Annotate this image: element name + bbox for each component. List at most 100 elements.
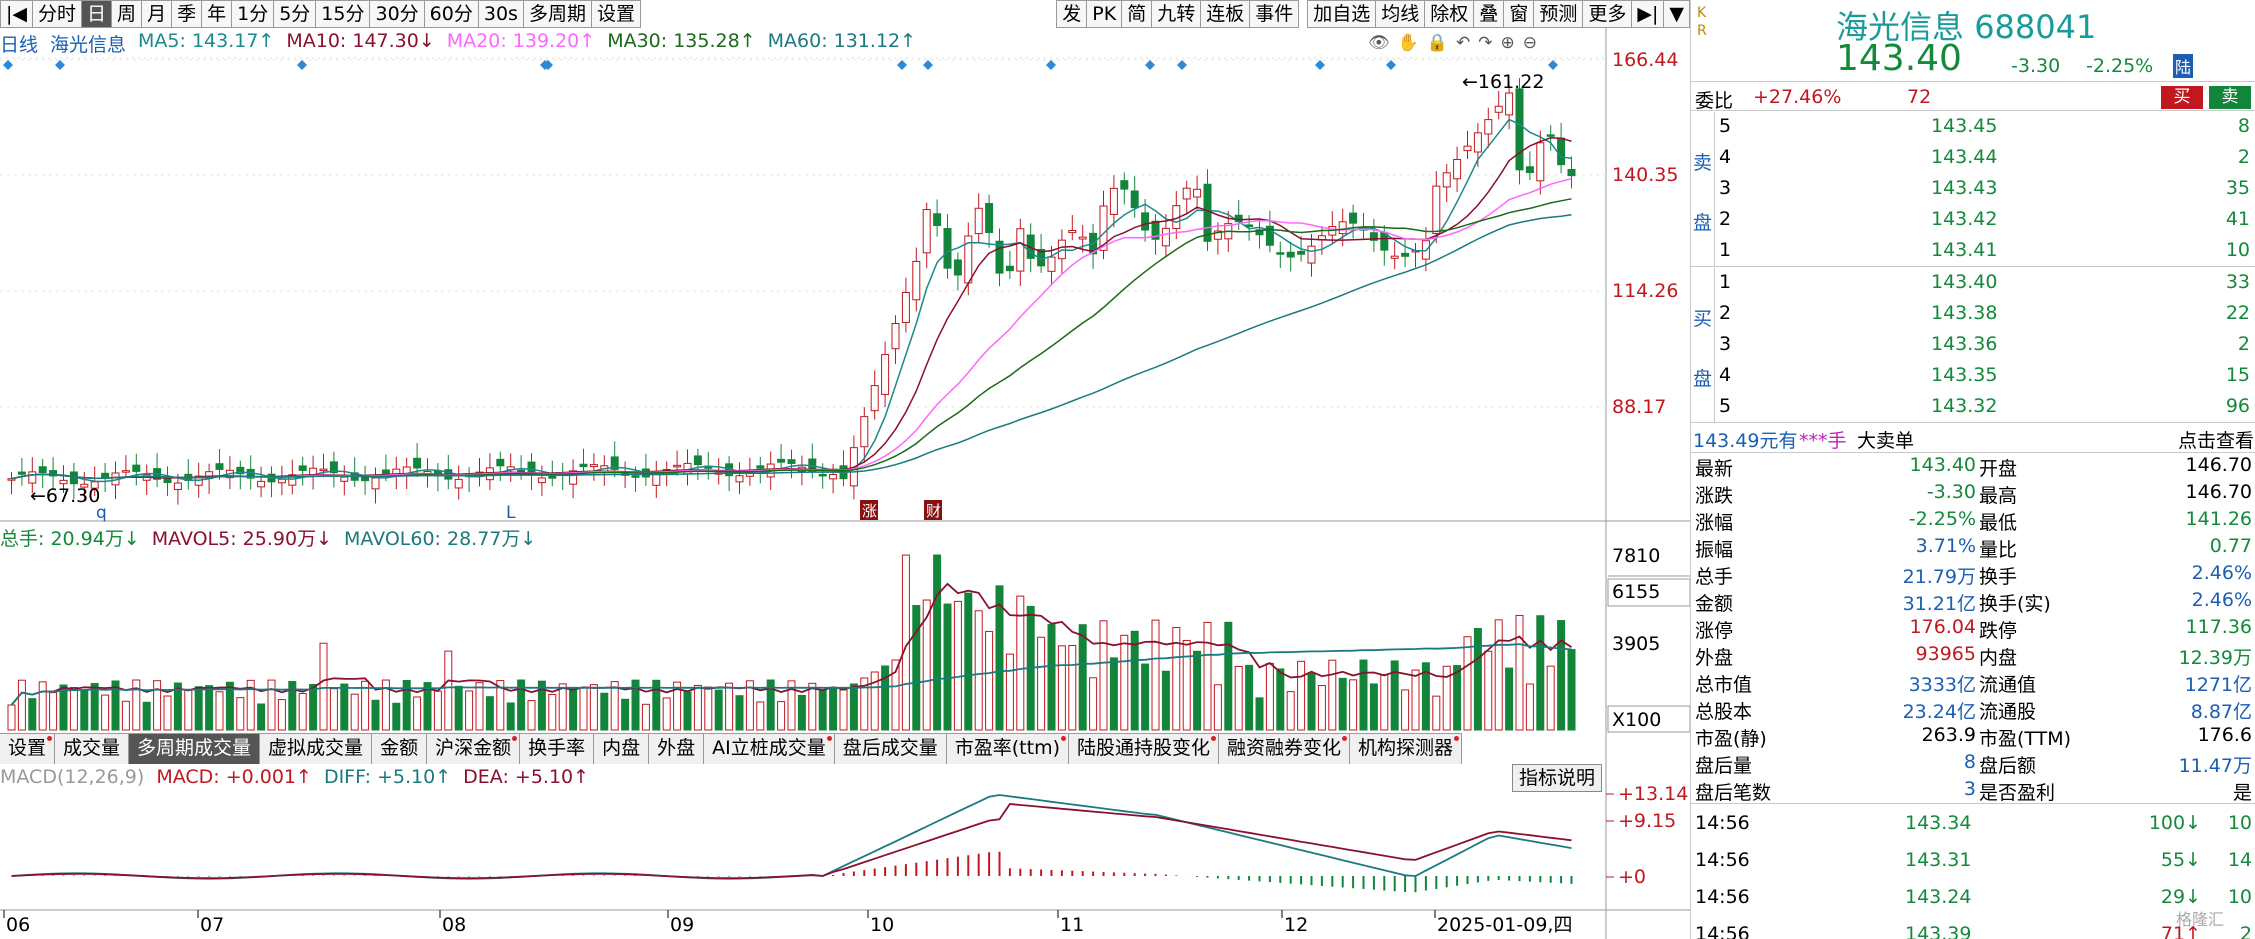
big-order-label: 大卖单 <box>1857 430 1915 452</box>
volume-bar <box>673 681 682 731</box>
tool-button[interactable]: 叠 <box>1474 0 1505 28</box>
candle-body <box>1525 166 1534 174</box>
indicator-tab[interactable]: 虚拟成交量 <box>260 734 373 764</box>
tool-button[interactable]: 均线 <box>1376 0 1426 28</box>
dropdown-icon[interactable]: ▼ <box>1664 0 1690 28</box>
volume-bar <box>631 679 640 731</box>
ma5-line <box>11 118 1572 483</box>
indicator-description-button[interactable]: 指标说明 <box>1512 764 1603 792</box>
indicator-tab[interactable]: 外盘 <box>649 734 705 764</box>
eye-icon[interactable]: 👁 <box>1368 33 1390 53</box>
tool-button[interactable]: 更多 <box>1583 0 1633 28</box>
indicator-tab[interactable]: 市盈率(ttm) <box>946 734 1069 764</box>
tool-button[interactable]: 九转 <box>1152 0 1202 28</box>
volume-bar <box>80 689 89 731</box>
volume-bar <box>652 679 661 731</box>
kline-canvas[interactable]: 166.44 140.35 114.26 88.17 ←161.22 ←67.30q L 涨 财… <box>0 0 1690 939</box>
period-tab[interactable]: 60分 <box>424 0 479 28</box>
period-toolbar: |◀ 分时日周月季年 1分 5分 15分 30分 60分 30s 多周期 设置 <box>0 0 641 28</box>
volume-bar <box>1161 670 1170 731</box>
indicator-tab[interactable]: 盘后成交量 <box>834 734 947 764</box>
period-tab[interactable]: 30分 <box>370 0 425 28</box>
indicator-tab[interactable]: 金额 <box>372 734 428 764</box>
stock-label: 海光信息 <box>50 34 127 56</box>
undo-icon[interactable]: ↶ <box>1455 33 1471 53</box>
book-level[interactable]: 4 143.44 2 <box>1717 143 2252 174</box>
indicator-tab[interactable]: 融资融券变化 <box>1219 734 1351 764</box>
step-back-icon[interactable]: |◀ <box>0 0 34 28</box>
stat-key: 最低 <box>1979 512 2018 534</box>
indicator-tab[interactable]: 内盘 <box>594 734 650 764</box>
view-details-link[interactable]: 点击查看 <box>2177 430 2254 452</box>
volume-bar <box>839 689 848 731</box>
period-label[interactable]: 日线 <box>0 34 39 56</box>
tool-button[interactable]: 事件 <box>1250 0 1300 28</box>
zoom-in-icon[interactable]: ⊕ <box>1500 33 1515 53</box>
indicator-tab[interactable]: 成交量 <box>55 734 130 764</box>
book-level[interactable]: 2 143.38 22 <box>1717 299 2252 330</box>
volume-bar <box>610 681 619 731</box>
indicator-tab[interactable]: AI立桩成交量 <box>704 734 835 764</box>
period-tab[interactable]: 1分 <box>232 0 275 28</box>
period-tab[interactable]: 年 <box>202 0 233 28</box>
stat-key: 涨停 <box>1695 620 1734 642</box>
tool-button[interactable]: 窗 <box>1504 0 1535 28</box>
period-tab[interactable]: 季 <box>172 0 203 28</box>
period-tab[interactable]: 5分 <box>274 0 317 28</box>
level-number: 5 <box>1719 115 1732 137</box>
zoom-out-icon[interactable]: ⊖ <box>1522 33 1537 53</box>
period-tab[interactable]: 月 <box>142 0 173 28</box>
tick-price: 143.34 <box>1905 812 1972 834</box>
book-level[interactable]: 2 143.42 41 <box>1717 205 2252 236</box>
period-tab[interactable]: 分时 <box>33 0 83 28</box>
indicator-tab[interactable]: 设置 <box>0 734 56 764</box>
book-level[interactable]: 5 143.32 96 <box>1717 392 2252 423</box>
volume-bar <box>964 592 973 731</box>
tool-button[interactable]: 发 <box>1056 0 1088 28</box>
period-tab[interactable]: 15分 <box>316 0 371 28</box>
period-tab[interactable]: 多周期 <box>523 0 592 28</box>
book-level[interactable]: 3 143.43 35 <box>1717 174 2252 205</box>
redo-icon[interactable]: ↷ <box>1478 33 1493 53</box>
indicator-tab[interactable]: 多周期成交量 <box>129 734 261 764</box>
period-tab[interactable]: 30s <box>478 0 524 28</box>
book-level[interactable]: 3 143.36 2 <box>1717 330 2252 361</box>
period-tab[interactable]: 设置 <box>591 0 641 28</box>
hand-icon[interactable]: ✋ <box>1397 33 1419 53</box>
tick-list[interactable]: 14:56 143.34 100↓ 10 14:56 143.31 55↓ 14 14:56 14… <box>1691 806 2255 939</box>
indicator-tab-label: 沪深金额 <box>435 737 512 759</box>
book-level[interactable]: 5 143.45 8 <box>1717 112 2252 143</box>
volume-bar <box>725 682 734 731</box>
tool-button[interactable]: PK <box>1087 0 1123 28</box>
buy-button[interactable]: 买 <box>2161 86 2203 109</box>
indicator-tab[interactable]: 机构探测器 <box>1350 734 1463 764</box>
indicator-tab[interactable]: 陆股通持股变化 <box>1069 734 1220 764</box>
sell-button[interactable]: 卖 <box>2209 86 2251 109</box>
tool-button[interactable]: 加自选 <box>1307 0 1377 28</box>
period-tab[interactable]: 周 <box>112 0 143 28</box>
indicator-tab-label: 换手率 <box>528 737 586 759</box>
tool-button[interactable]: 预测 <box>1534 0 1584 28</box>
volume-bar <box>319 642 328 731</box>
book-level[interactable]: 4 143.35 15 <box>1717 361 2252 392</box>
indicator-tab[interactable]: 沪深金额 <box>427 734 521 764</box>
period-tab[interactable]: 日 <box>82 0 113 28</box>
book-level[interactable]: 1 143.40 33 <box>1717 268 2252 299</box>
candle-body <box>28 471 37 484</box>
book-level[interactable]: 1 143.41 10 <box>1717 236 2252 267</box>
zhang-badge <box>860 500 878 520</box>
stat-key: 总手 <box>1695 566 1734 588</box>
tool-button[interactable]: 简 <box>1122 0 1153 28</box>
lock-icon[interactable]: 🔒 <box>1426 33 1448 53</box>
volume-bar <box>1037 636 1046 731</box>
tool-button[interactable]: 连板 <box>1201 0 1251 28</box>
candle-body <box>829 473 838 480</box>
candle-body <box>329 461 338 474</box>
stat-key: 总市值 <box>1695 674 1753 696</box>
tool-button[interactable]: 除权 <box>1425 0 1475 28</box>
step-forward-icon[interactable]: ▶| <box>1632 0 1665 28</box>
level-price: 143.35 <box>1931 364 1998 386</box>
indicator-tab[interactable]: 换手率 <box>520 734 595 764</box>
x-axis-label: 08 <box>442 914 466 936</box>
volume-bar <box>1109 657 1118 731</box>
